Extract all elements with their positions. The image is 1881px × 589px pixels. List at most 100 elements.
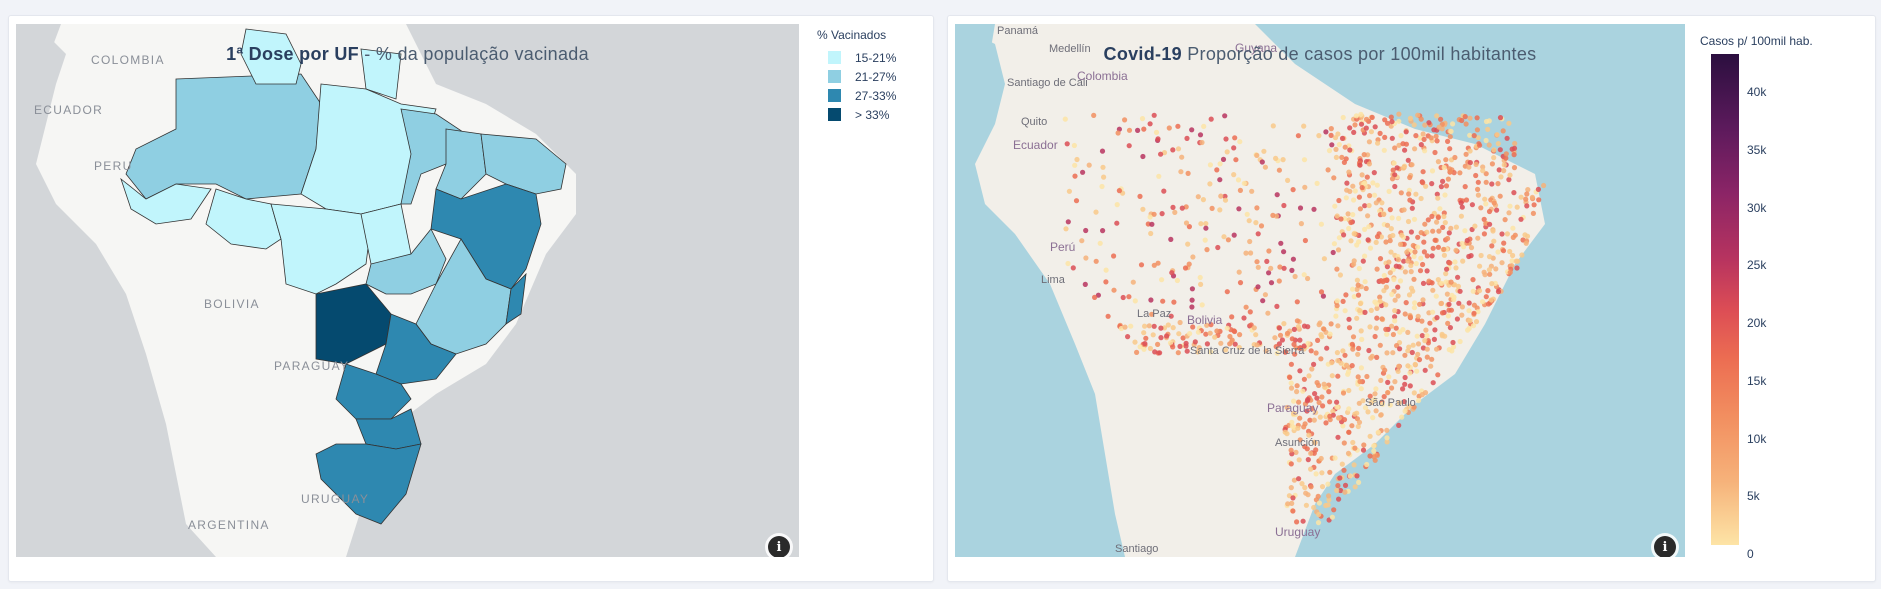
municipality-point[interactable] bbox=[1386, 259, 1392, 265]
municipality-point[interactable] bbox=[1384, 350, 1390, 356]
municipality-point[interactable] bbox=[1203, 221, 1209, 227]
municipality-point[interactable] bbox=[1374, 305, 1380, 311]
municipality-point[interactable] bbox=[1289, 267, 1295, 273]
municipality-point[interactable] bbox=[1318, 332, 1324, 338]
municipality-point[interactable] bbox=[1337, 475, 1343, 481]
municipality-point[interactable] bbox=[1384, 435, 1390, 441]
municipality-point[interactable] bbox=[1397, 278, 1404, 284]
municipality-point[interactable] bbox=[1429, 356, 1435, 362]
state-bahia[interactable] bbox=[430, 183, 542, 290]
municipality-point[interactable] bbox=[1377, 130, 1383, 136]
municipality-point[interactable] bbox=[1316, 382, 1322, 388]
state-ceara-rn-pb-pe[interactable] bbox=[480, 133, 567, 195]
municipality-point[interactable] bbox=[1092, 294, 1098, 300]
municipality-point[interactable] bbox=[1383, 302, 1389, 308]
municipality-point[interactable] bbox=[1218, 340, 1224, 346]
municipality-point[interactable] bbox=[1253, 332, 1259, 338]
municipality-point[interactable] bbox=[1232, 135, 1238, 141]
municipality-point[interactable] bbox=[1097, 240, 1103, 246]
municipality-point[interactable] bbox=[1339, 461, 1345, 467]
municipality-point[interactable] bbox=[1456, 300, 1462, 306]
municipality-point[interactable] bbox=[1439, 333, 1445, 339]
municipality-point[interactable] bbox=[1141, 330, 1147, 336]
municipality-point[interactable] bbox=[1155, 136, 1161, 142]
municipality-point[interactable] bbox=[1414, 333, 1420, 339]
municipality-point[interactable] bbox=[1407, 197, 1413, 203]
municipality-point[interactable] bbox=[1296, 399, 1302, 405]
municipality-point[interactable] bbox=[1329, 373, 1335, 379]
municipality-point[interactable] bbox=[1430, 287, 1436, 293]
municipality-point[interactable] bbox=[1126, 143, 1132, 149]
municipality-point[interactable] bbox=[1494, 132, 1500, 138]
municipality-point[interactable] bbox=[1483, 171, 1489, 177]
municipality-point[interactable] bbox=[1135, 127, 1141, 133]
municipality-point[interactable] bbox=[1150, 332, 1156, 338]
municipality-point[interactable] bbox=[1246, 218, 1252, 224]
municipality-point[interactable] bbox=[1486, 208, 1493, 215]
municipality-point[interactable] bbox=[1430, 245, 1436, 251]
municipality-point[interactable] bbox=[1424, 354, 1430, 360]
municipality-point[interactable] bbox=[1486, 254, 1493, 260]
municipality-point[interactable] bbox=[1478, 252, 1484, 259]
municipality-point[interactable] bbox=[1471, 133, 1477, 139]
municipality-point[interactable] bbox=[1176, 331, 1182, 337]
municipality-point[interactable] bbox=[1381, 272, 1387, 279]
municipality-point[interactable] bbox=[1378, 278, 1384, 284]
municipality-point[interactable] bbox=[1495, 249, 1501, 255]
municipality-point[interactable] bbox=[1395, 284, 1401, 290]
municipality-point[interactable] bbox=[1475, 186, 1481, 192]
municipality-point[interactable] bbox=[1411, 404, 1417, 410]
municipality-point[interactable] bbox=[1134, 349, 1140, 355]
municipality-point[interactable] bbox=[1270, 212, 1276, 218]
municipality-point[interactable] bbox=[1463, 151, 1469, 157]
municipality-point[interactable] bbox=[1312, 391, 1318, 397]
municipality-point[interactable] bbox=[1222, 197, 1229, 203]
municipality-point[interactable] bbox=[1362, 279, 1368, 285]
municipality-point[interactable] bbox=[1334, 213, 1340, 219]
municipality-point[interactable] bbox=[1441, 246, 1447, 252]
municipality-point[interactable] bbox=[1249, 188, 1255, 194]
municipality-point[interactable] bbox=[1411, 390, 1417, 396]
municipality-point[interactable] bbox=[1413, 191, 1419, 197]
municipality-point[interactable] bbox=[1100, 164, 1106, 170]
municipality-point[interactable] bbox=[1475, 179, 1481, 185]
municipality-point[interactable] bbox=[1368, 355, 1374, 361]
municipality-point[interactable] bbox=[1422, 367, 1428, 373]
municipality-point[interactable] bbox=[1430, 309, 1436, 315]
municipality-point[interactable] bbox=[1469, 202, 1475, 208]
municipality-point[interactable] bbox=[1321, 326, 1327, 332]
municipality-point[interactable] bbox=[1336, 142, 1342, 148]
municipality-point[interactable] bbox=[1458, 213, 1464, 219]
municipality-point[interactable] bbox=[1311, 361, 1317, 367]
municipality-point[interactable] bbox=[1355, 351, 1361, 357]
municipality-point[interactable] bbox=[1435, 195, 1441, 201]
municipality-point[interactable] bbox=[1253, 220, 1259, 226]
municipality-point[interactable] bbox=[1412, 300, 1418, 306]
municipality-point[interactable] bbox=[1510, 225, 1516, 231]
municipality-point[interactable] bbox=[1342, 352, 1348, 358]
municipality-point[interactable] bbox=[1231, 232, 1237, 238]
municipality-point[interactable] bbox=[1281, 265, 1287, 271]
municipality-point[interactable] bbox=[1345, 369, 1352, 375]
municipality-point[interactable] bbox=[1254, 259, 1260, 265]
municipality-point[interactable] bbox=[1435, 214, 1441, 220]
state-amapa[interactable] bbox=[360, 48, 402, 100]
municipality-point[interactable] bbox=[1377, 256, 1384, 262]
municipality-point[interactable] bbox=[1336, 496, 1342, 502]
municipality-point[interactable] bbox=[1301, 123, 1307, 129]
municipality-point[interactable] bbox=[1510, 252, 1516, 259]
municipality-point[interactable] bbox=[1189, 127, 1195, 133]
municipality-point[interactable] bbox=[1457, 288, 1463, 294]
municipality-point[interactable] bbox=[1169, 270, 1175, 276]
municipality-point[interactable] bbox=[1325, 481, 1331, 487]
municipality-point[interactable] bbox=[1453, 224, 1459, 230]
municipality-point[interactable] bbox=[1170, 325, 1176, 331]
municipality-point[interactable] bbox=[1466, 308, 1472, 314]
municipality-point[interactable] bbox=[1412, 249, 1418, 255]
municipality-point[interactable] bbox=[1341, 467, 1347, 473]
municipality-point[interactable] bbox=[1355, 374, 1361, 380]
municipality-point[interactable] bbox=[1450, 121, 1456, 127]
municipality-point[interactable] bbox=[1174, 277, 1180, 284]
municipality-point[interactable] bbox=[1434, 346, 1440, 352]
municipality-point[interactable] bbox=[1294, 383, 1300, 389]
